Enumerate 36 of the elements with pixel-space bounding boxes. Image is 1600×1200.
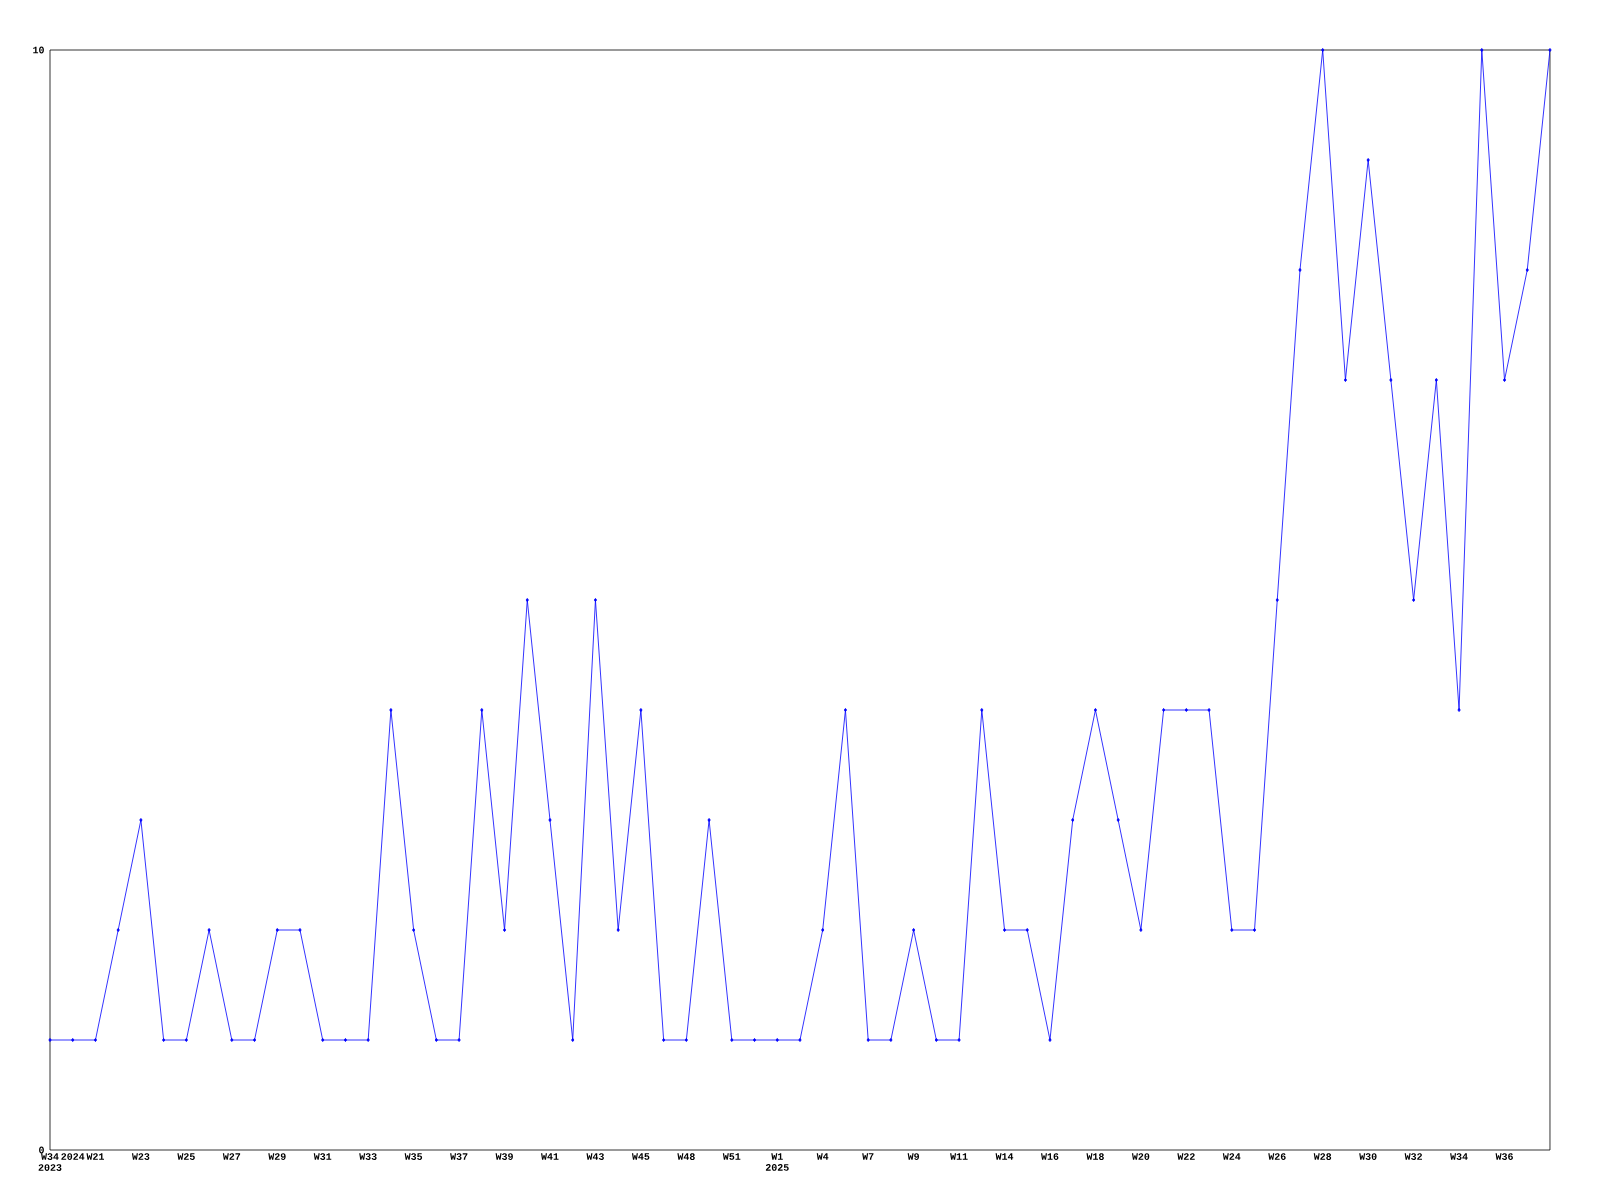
- x-tick-label: W41: [541, 1153, 559, 1160]
- x-tick-label: W4: [816, 1153, 829, 1160]
- x-tick-label: W39: [495, 1153, 513, 1160]
- x-tick-label: W28: [1313, 1153, 1332, 1160]
- x-tick-label: W37: [450, 1153, 468, 1160]
- x-tick-label: W1 2025: [765, 1153, 789, 1171]
- x-tick-label: W11: [950, 1153, 968, 1160]
- x-tick-label: W35: [404, 1153, 423, 1160]
- x-tick-label: W30: [1359, 1153, 1377, 1160]
- y-tick-label: 0: [39, 1146, 44, 1154]
- x-tick-label: W45: [631, 1153, 650, 1160]
- x-tick-label: W51: [722, 1153, 741, 1160]
- x-tick-label: W36: [1495, 1153, 1513, 1160]
- x-tick-label: W9: [907, 1153, 920, 1160]
- x-tick-label: W48: [677, 1153, 695, 1160]
- x-tick-label: W24: [1222, 1153, 1241, 1160]
- x-tick-label: W31: [313, 1153, 332, 1160]
- x-tick-label: W26: [1268, 1153, 1286, 1160]
- x-tick-label: W33: [359, 1153, 377, 1160]
- x-tick-label: W34 2023: [38, 1153, 62, 1171]
- x-tick-label: W20: [1131, 1153, 1150, 1160]
- x-tick-label: W7: [862, 1153, 874, 1160]
- x-tick-label: W18: [1086, 1153, 1104, 1160]
- x-tick-label: W22: [1177, 1153, 1195, 1160]
- x-tick-label: W25: [177, 1153, 195, 1160]
- x-tick-label: W23: [131, 1153, 150, 1160]
- x-tick-label: W14: [995, 1153, 1014, 1160]
- x-tick-label: W32: [1404, 1153, 1422, 1160]
- x-tick-label: W27: [222, 1153, 241, 1160]
- x-tick-label: W29: [268, 1153, 286, 1160]
- x-tick-label: 2024: [61, 1153, 85, 1160]
- x-tick-label: W21: [86, 1153, 104, 1160]
- x-tick-label: W34: [1450, 1153, 1468, 1160]
- y-tick-label: 10: [33, 46, 44, 54]
- x-tick-label: W43: [586, 1153, 604, 1160]
- x-tick-label: W16: [1041, 1153, 1059, 1160]
